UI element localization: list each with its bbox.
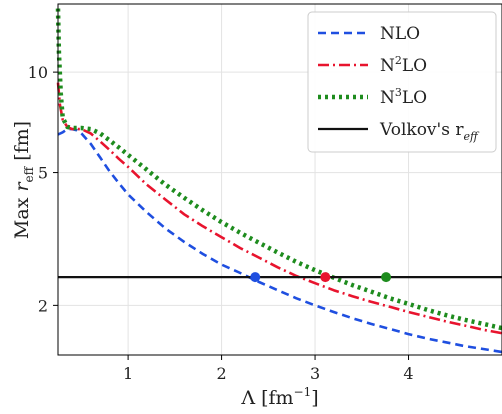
legend-label-n-lo: N2LO — [380, 54, 427, 76]
x-axis-label: Λ [fm−1] — [240, 385, 318, 409]
series-line-n-lo — [56, 82, 502, 335]
x-tick-label: 2 — [216, 364, 226, 383]
y-axis-label-unit: [fm] — [11, 121, 33, 167]
plot-frame — [57, 3, 502, 356]
legend-label-volkov-s-r-eff: Volkov's reff — [379, 120, 480, 143]
legend-label-nlo: NLO — [380, 24, 420, 44]
x-axis-label-exponent: −1 — [294, 385, 312, 399]
x-tick-label: 3 — [310, 364, 320, 383]
intersection-point-n-lo — [381, 272, 392, 283]
legend-label-n-lo: N3LO — [380, 86, 427, 108]
plot-area — [55, 8, 502, 354]
x-tick-label: 1 — [123, 364, 133, 383]
x-tick-label: 4 — [403, 364, 413, 383]
y-tick-label: 10 — [28, 63, 48, 82]
y-axis-label-sub: eff — [22, 165, 36, 182]
y-axis-label-r: r — [11, 181, 33, 192]
series-line-n-lo — [55, 8, 502, 331]
y-tick-label: 2 — [38, 296, 48, 315]
y-axis-label: Max reff [fm] — [11, 121, 36, 239]
x-axis: 1 2 3 4 — [123, 355, 414, 383]
intersection-point-n-lo — [320, 272, 331, 283]
y-axis: 2 5 10 — [28, 63, 58, 315]
series-line-nlo — [57, 127, 502, 354]
y-tick-label: 5 — [38, 164, 48, 183]
legend-box — [307, 11, 497, 153]
x-axis-label-close: ] — [311, 387, 318, 409]
intersection-point-nlo — [250, 272, 261, 283]
y-axis-label-max: Max — [11, 192, 33, 240]
legend: NLO N2LO N3LO Volkov's reff — [307, 11, 497, 153]
x-axis-label-lambda: Λ [fm — [240, 387, 293, 409]
